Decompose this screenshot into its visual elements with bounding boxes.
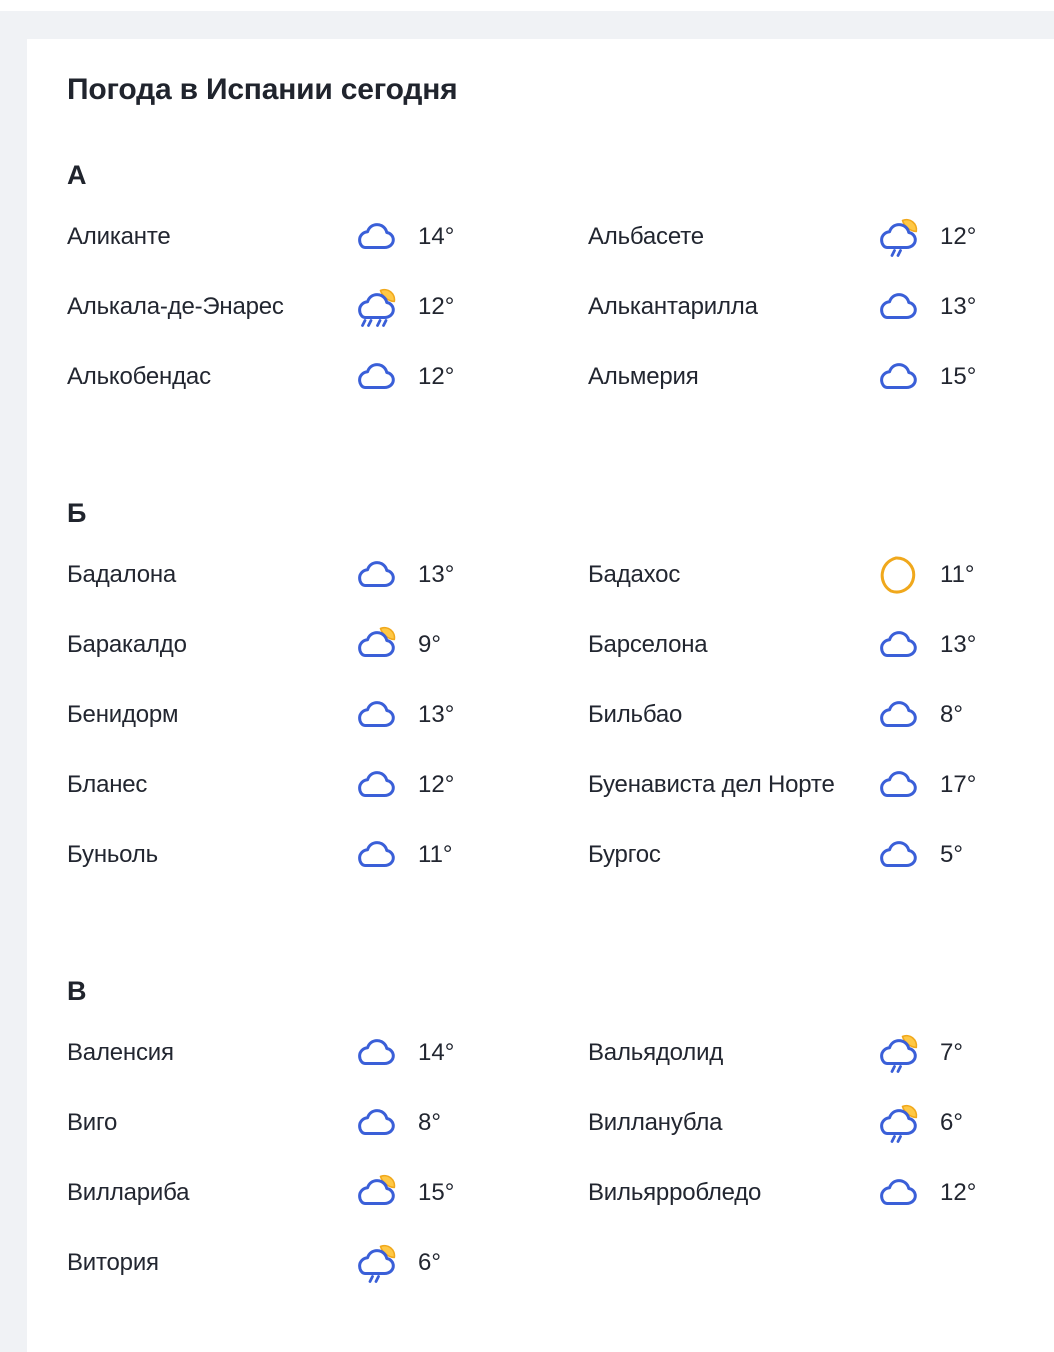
city-temperature: 6°: [940, 1109, 963, 1136]
cloud-icon: [353, 693, 397, 737]
city-temperature: 5°: [940, 841, 963, 868]
section-letter: В: [67, 976, 87, 1006]
weather-row: Алькала-де-Энарес 12° Алькантарилла 13°: [67, 272, 1054, 342]
cloud-icon: [353, 1031, 397, 1075]
cloud-icon: [353, 833, 397, 877]
city-name[interactable]: Буньоль: [67, 841, 158, 868]
section-rows: Валенсия 14° Вальядолид 7° Виго 8° Вилла…: [67, 1018, 1054, 1298]
cloud-icon: [353, 1101, 397, 1145]
city-name[interactable]: Виго: [67, 1109, 118, 1136]
city-temperature: 8°: [940, 701, 963, 728]
city-name[interactable]: Альбасете: [588, 223, 704, 250]
page-title: Погода в Испании сегодня: [67, 73, 458, 106]
city-name[interactable]: Алькала-де-Энарес: [67, 293, 284, 320]
letter-section: А Аликанте 14° Альбасете 12° Алькала-де-…: [67, 158, 1054, 412]
city-name[interactable]: Бенидорм: [67, 701, 179, 728]
weather-row: Бадалона 13° Бадахос 11°: [67, 540, 1054, 610]
city-temperature: 13°: [940, 293, 977, 320]
cloud-icon: [875, 355, 919, 399]
cloud-moon-icon: [353, 623, 397, 667]
weather-row: Виго 8° Вилланубла 6°: [67, 1088, 1054, 1158]
city-temperature: 13°: [418, 701, 455, 728]
weather-row: Бенидорм 13° Бильбао 8°: [67, 680, 1054, 750]
city-temperature: 13°: [418, 561, 455, 588]
city-name[interactable]: Баракалдо: [67, 631, 187, 658]
cloud-moon-light-rain-icon: [875, 215, 919, 259]
city-name[interactable]: Барселона: [588, 631, 708, 658]
previous-card-edge: [0, 0, 1054, 11]
cloud-moon-light-rain-icon: [353, 1241, 397, 1285]
weather-row: Баракалдо 9° Барселона 13°: [67, 610, 1054, 680]
city-temperature: 9°: [418, 631, 441, 658]
city-name[interactable]: Бадахос: [588, 561, 681, 588]
section-letter: Б: [67, 498, 87, 528]
city-temperature: 15°: [418, 1179, 455, 1206]
city-name[interactable]: Бадалона: [67, 561, 177, 588]
city-sections: А Аликанте 14° Альбасете 12° Алькала-де-…: [67, 158, 1054, 1298]
city-temperature: 15°: [940, 363, 977, 390]
cloud-icon: [875, 1171, 919, 1215]
weather-row: Бланес 12° Буенависта дел Норте 17°: [67, 750, 1054, 820]
city-temperature: 17°: [940, 771, 977, 798]
weather-row: Аликанте 14° Альбасете 12°: [67, 202, 1054, 272]
city-name[interactable]: Валенсия: [67, 1039, 174, 1066]
city-temperature: 8°: [418, 1109, 441, 1136]
weather-row: Виллариба 15° Вильярробледо 12°: [67, 1158, 1054, 1228]
city-name[interactable]: Витория: [67, 1249, 159, 1276]
cloud-moon-icon: [353, 1171, 397, 1215]
city-temperature: 14°: [418, 1039, 455, 1066]
city-temperature: 12°: [418, 363, 455, 390]
city-name[interactable]: Вильярробледо: [588, 1179, 762, 1206]
city-name[interactable]: Алькантарилла: [588, 293, 758, 320]
city-name[interactable]: Бургос: [588, 841, 661, 868]
city-temperature: 7°: [940, 1039, 963, 1066]
city-name[interactable]: Вилланубла: [588, 1109, 723, 1136]
city-name[interactable]: Вальядолид: [588, 1039, 724, 1066]
weather-card: Погода в Испании сегодня А Аликанте 14° …: [27, 39, 1054, 1352]
cloud-moon-light-rain-icon: [875, 1031, 919, 1075]
moon-icon: [875, 553, 919, 597]
city-name[interactable]: Виллариба: [67, 1179, 190, 1206]
city-name[interactable]: Бильбао: [588, 701, 683, 728]
cloud-moon-rain-icon: [353, 285, 397, 329]
cloud-icon: [353, 553, 397, 597]
cloud-icon: [353, 763, 397, 807]
city-temperature: 11°: [940, 561, 975, 588]
city-name[interactable]: Бланес: [67, 771, 148, 798]
cloud-icon: [875, 285, 919, 329]
city-temperature: 12°: [418, 293, 455, 320]
letter-section: В Валенсия 14° Вальядолид 7° Виго 8° Вил…: [67, 974, 1054, 1298]
cloud-icon: [875, 763, 919, 807]
city-temperature: 14°: [418, 223, 455, 250]
city-temperature: 6°: [418, 1249, 441, 1276]
cloud-icon: [353, 355, 397, 399]
weather-row: Алькобендас 12° Альмерия 15°: [67, 342, 1054, 412]
cloud-icon: [353, 215, 397, 259]
section-letter: А: [67, 160, 87, 190]
city-temperature: 12°: [940, 1179, 977, 1206]
city-name[interactable]: Альмерия: [588, 363, 699, 390]
city-temperature: 12°: [940, 223, 977, 250]
cloud-moon-light-rain-icon: [875, 1101, 919, 1145]
section-rows: Аликанте 14° Альбасете 12° Алькала-де-Эн…: [67, 202, 1054, 412]
city-temperature: 11°: [418, 841, 453, 868]
weather-row: Витория 6°: [67, 1228, 1054, 1298]
city-temperature: 12°: [418, 771, 455, 798]
letter-section: Б Бадалона 13° Бадахос 11° Баракалдо 9° …: [67, 496, 1054, 890]
cloud-icon: [875, 693, 919, 737]
weather-row: Буньоль 11° Бургос 5°: [67, 820, 1054, 890]
cloud-icon: [875, 623, 919, 667]
cloud-icon: [875, 833, 919, 877]
section-rows: Бадалона 13° Бадахос 11° Баракалдо 9° Ба…: [67, 540, 1054, 890]
city-temperature: 13°: [940, 631, 977, 658]
weather-row: Валенсия 14° Вальядолид 7°: [67, 1018, 1054, 1088]
city-name[interactable]: Алькобендас: [67, 363, 211, 390]
city-name[interactable]: Буенависта дел Норте: [588, 771, 835, 798]
city-name[interactable]: Аликанте: [67, 223, 171, 250]
